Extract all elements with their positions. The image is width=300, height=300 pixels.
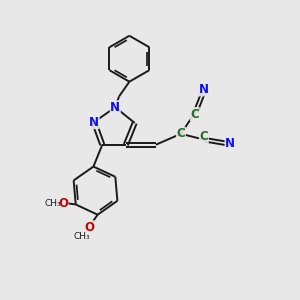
Text: N: N — [89, 116, 99, 128]
Text: CH₃: CH₃ — [45, 199, 61, 208]
Text: O: O — [58, 196, 68, 209]
Text: C: C — [190, 108, 199, 121]
Text: C: C — [176, 127, 185, 140]
Text: N: N — [199, 83, 209, 96]
Text: N: N — [110, 101, 120, 114]
Text: CH₃: CH₃ — [73, 232, 90, 241]
Text: N: N — [225, 137, 235, 150]
Text: C: C — [200, 130, 208, 143]
Text: O: O — [84, 221, 94, 234]
